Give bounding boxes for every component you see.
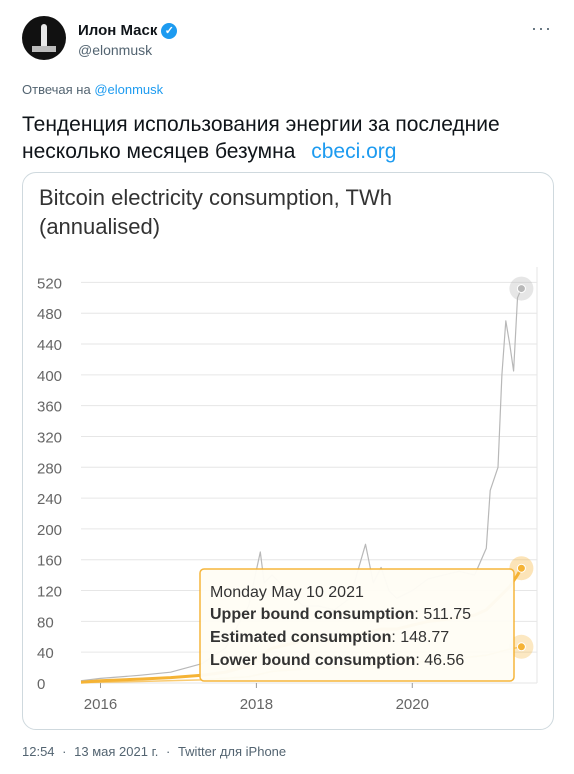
tweet-date[interactable]: 13 мая 2021 г. [74,744,159,759]
y-tick-label: 200 [37,522,62,539]
y-tick-label: 400 [37,368,62,385]
tooltip-upper-value: 511.75 [423,606,471,623]
y-tick-label: 480 [37,306,62,323]
y-tick-label: 360 [37,399,62,416]
tooltip-upper-label: Upper bound consumption [210,606,414,623]
chart: Bitcoin electricity consumption, TWh (an… [37,185,538,713]
tweet-meta: 12:54 · 13 мая 2021 г. · Twitter для iPh… [22,744,290,759]
avatar[interactable] [22,16,66,60]
media-card[interactable]: Bitcoin electricity consumption, TWh (an… [22,172,554,730]
x-tick-label: 2018 [240,696,273,713]
author-handle[interactable]: @elonmusk [78,42,153,58]
y-tick-label: 520 [37,275,62,292]
y-tick-label: 80 [37,614,54,631]
tooltip-upper: Upper bound consumption: 511.75 [210,606,471,623]
author-name[interactable]: Илон Маск [78,22,158,39]
tooltip-lower-label: Lower bound consumption [210,652,415,669]
y-tick-label: 160 [37,553,62,570]
rocket-avatar [41,24,47,46]
reply-to-link[interactable]: @elonmusk [94,82,164,97]
chart-title-line1: Bitcoin electricity consumption, TWh [39,185,392,210]
tooltip-estimated-value: 148.77 [400,629,449,646]
meta-separator: · [62,744,67,759]
chart-tooltip: Monday May 10 2021 Upper bound consumpti… [199,568,515,682]
tooltip-lower-value: 46.56 [424,652,464,669]
y-tick-label: 440 [37,337,62,354]
x-tick-label: 2020 [396,696,429,713]
tweet-time[interactable]: 12:54 [22,744,55,759]
author-name-row[interactable]: Илон Маск ✓ [78,22,178,39]
more-options-icon[interactable]: ··· [531,18,552,38]
hover-point-0 [516,284,526,294]
hover-point-2 [516,642,526,652]
reply-context: Отвечая на @elonmusk [22,82,163,97]
avatar-launchpad [32,46,56,52]
chart-title-line2: (annualised) [39,214,160,239]
y-tick-label: 40 [37,645,54,662]
tweet-body: Тенденция использования энергии за после… [22,113,500,163]
tweet-text: Тенденция использования энергии за после… [22,111,552,165]
hover-point-1 [516,563,526,573]
meta-separator: · [165,744,171,759]
y-tick-label: 240 [37,491,62,508]
tooltip-lower: Lower bound consumption: 46.56 [210,652,464,669]
tooltip-box [199,568,515,682]
x-tick-label: 2016 [84,696,117,713]
tweet-source[interactable]: Twitter для iPhone [177,744,287,759]
tooltip-estimated-label: Estimated consumption [210,629,391,646]
y-tick-label: 320 [37,429,62,446]
y-tick-label: 280 [37,460,62,477]
tooltip-estimated: Estimated consumption: 148.77 [210,629,449,646]
tweet-link[interactable]: cbeci.org [311,140,397,163]
reply-prefix: Отвечая на [22,82,91,97]
y-tick-label: 0 [37,676,45,693]
y-tick-label: 120 [37,584,62,601]
verified-badge-icon: ✓ [161,22,178,39]
tooltip-date: Monday May 10 2021 [210,584,364,601]
